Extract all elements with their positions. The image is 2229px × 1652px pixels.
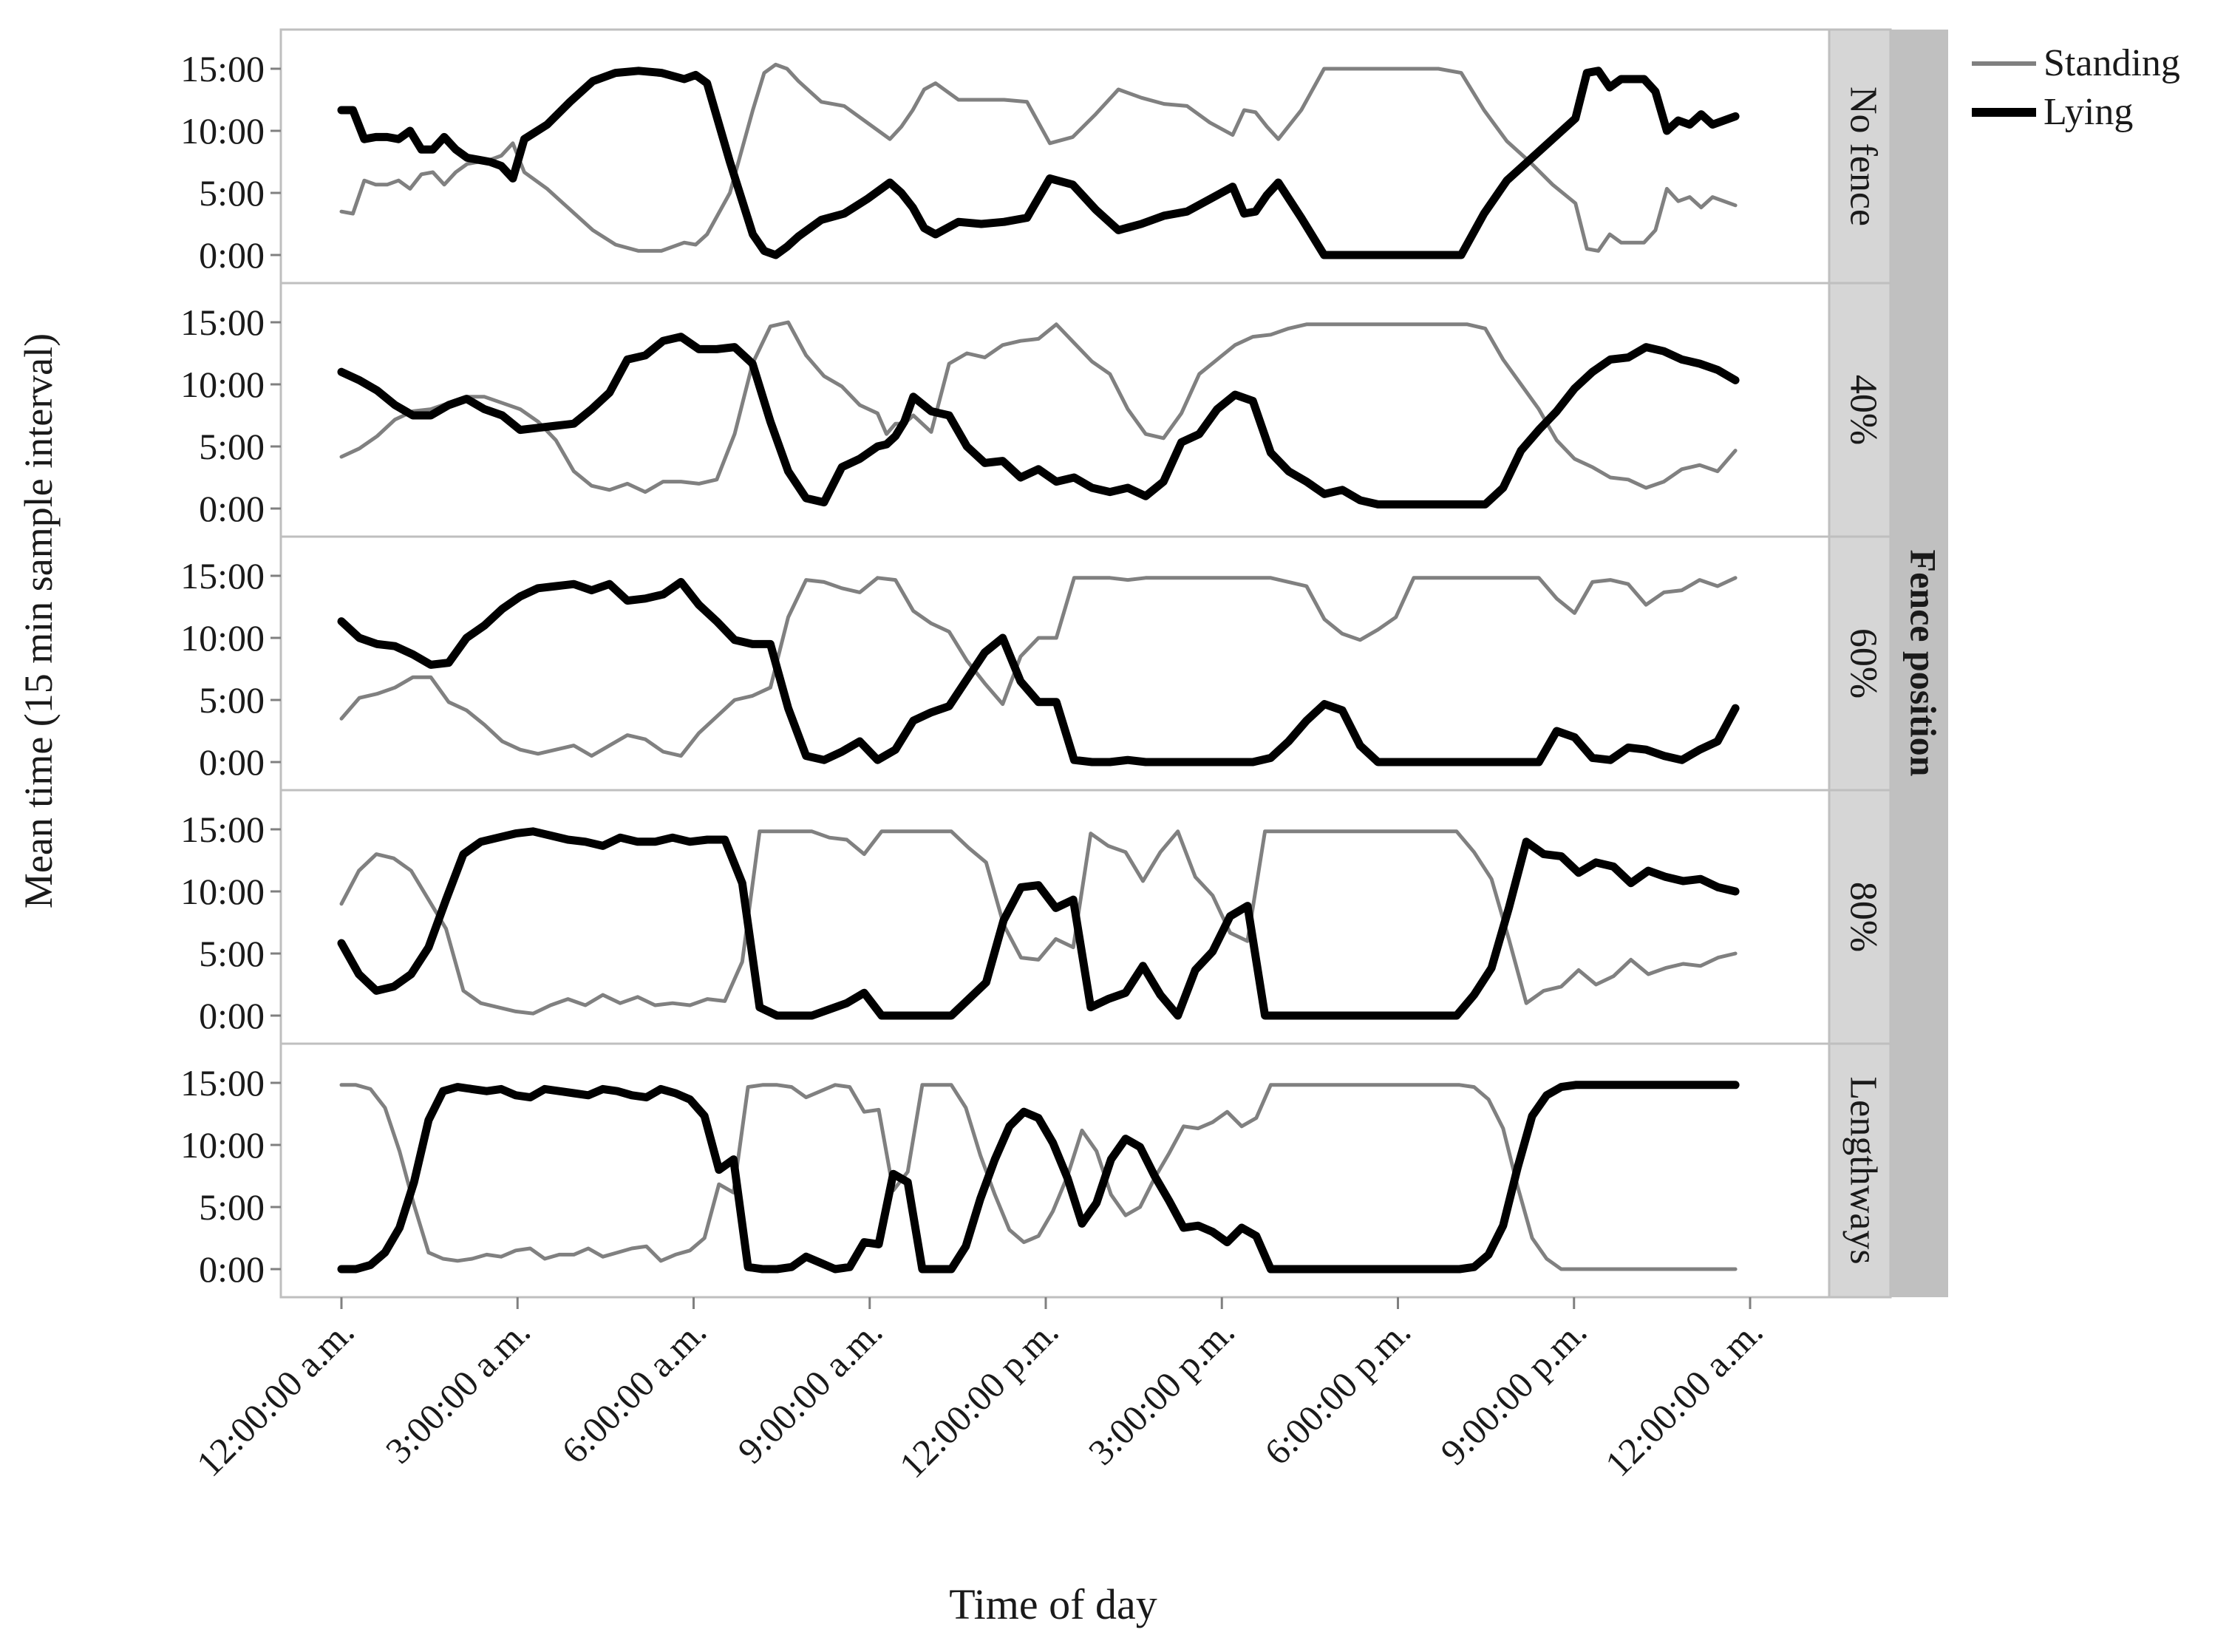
panel-frame — [279, 282, 1831, 538]
series-line-lying — [337, 1081, 1740, 1274]
series-line-lying — [337, 827, 1740, 1020]
y-tick-label: 0:00 — [199, 995, 265, 1036]
y-tick-label: 15:00 — [180, 555, 265, 596]
y-tick-label: 10:00 — [180, 617, 265, 659]
y-tick-label: 10:00 — [180, 110, 265, 152]
panel-frame — [279, 789, 1831, 1045]
y-tick-label: 0:00 — [199, 1248, 265, 1290]
facet-strip — [1828, 28, 1892, 285]
x-axis-title: Time of day — [949, 1580, 1157, 1628]
y-tick-label: 0:00 — [199, 488, 265, 529]
x-tick-label: 6:00:00 a.m. — [554, 1311, 714, 1471]
series-line-standing — [339, 1083, 1738, 1271]
panel-5: Lengthways 0:00 5:00 10:00 15:00 — [180, 1042, 1892, 1299]
y-tick-label: 10:00 — [180, 364, 265, 405]
outer-facet-title: Fence position — [1903, 550, 1944, 777]
x-tick-label: 3:00:00 p.m. — [1081, 1311, 1242, 1472]
x-axis: 12:00:00 a.m. 3:00:00 a.m. 6:00:00 a.m. 9:0… — [188, 1297, 1771, 1486]
y-axis-title: Mean time (15 min sample interval) — [16, 333, 61, 908]
legend-standing-label: Standing — [2043, 42, 2180, 84]
panel-1: No fence 0:00 5:00 10:00 15:00 — [180, 28, 1892, 285]
facet-label: Lengthways — [1842, 1076, 1885, 1264]
panel-2: 40% 0:00 5:00 10:00 15:00 — [180, 282, 1892, 538]
series-line-standing — [339, 62, 1738, 253]
series-line-lying — [337, 333, 1740, 509]
y-tick-label: 5:00 — [199, 172, 265, 214]
panel-3: 60% 0:00 5:00 10:00 15:00 — [180, 535, 1892, 792]
y-tick-label: 15:00 — [180, 302, 265, 343]
x-tick-label: 6:00:00 p.m. — [1256, 1311, 1418, 1472]
panels-layer: No fence 0:00 5:00 10:00 15:00 40% 0:00 5:00 10:… — [180, 28, 1892, 1299]
y-tick-label: 15:00 — [180, 809, 265, 850]
outer-facet-strip — [1891, 30, 1948, 1297]
panel-4: 80% 0:00 5:00 10:00 15:00 — [180, 789, 1892, 1045]
legend: Standing Lying — [1972, 42, 2180, 133]
y-tick-label: 15:00 — [180, 1062, 265, 1104]
y-tick-label: 0:00 — [199, 234, 265, 276]
series-line-lying — [337, 577, 1740, 766]
y-tick-label: 5:00 — [199, 426, 265, 467]
panel-frame — [279, 535, 1831, 792]
y-tick-label: 5:00 — [199, 679, 265, 721]
x-tick-label: 9:00:00 a.m. — [729, 1311, 890, 1471]
x-tick-label: 3:00:00 a.m. — [378, 1311, 538, 1471]
y-tick-label: 15:00 — [180, 48, 265, 89]
y-tick-label: 5:00 — [199, 933, 265, 974]
x-tick-label: 12:00:00 p.m. — [891, 1311, 1066, 1486]
facet-strip — [1828, 1042, 1892, 1299]
series-line-standing — [339, 320, 1738, 494]
x-tick-label: 9:00:00 p.m. — [1432, 1311, 1594, 1472]
x-tick-label: 12:00:00 a.m. — [188, 1311, 362, 1484]
series-line-lying — [337, 67, 1740, 259]
y-tick-label: 10:00 — [180, 871, 265, 912]
panel-frame — [279, 28, 1831, 285]
y-tick-label: 5:00 — [199, 1186, 265, 1228]
x-tick-label: 12:00:00 a.m. — [1597, 1311, 1771, 1484]
y-tick-label: 0:00 — [199, 741, 265, 783]
y-tick-label: 10:00 — [180, 1124, 265, 1166]
legend-lying-label: Lying — [2043, 91, 2133, 133]
facet-label: 80% — [1842, 882, 1885, 952]
series-line-standing — [339, 576, 1738, 758]
facet-label: 60% — [1842, 628, 1885, 698]
facet-label: 40% — [1842, 375, 1885, 445]
facet-strip — [1828, 535, 1892, 792]
facet-label: No fence — [1842, 86, 1885, 226]
